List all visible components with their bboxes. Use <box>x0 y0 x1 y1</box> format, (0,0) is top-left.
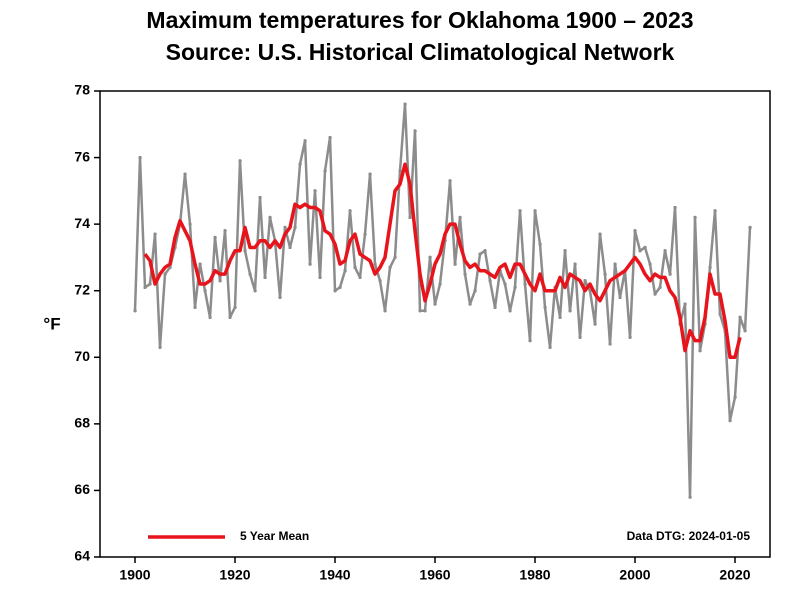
y-tick-label: 64 <box>74 548 90 564</box>
x-tick-label: 1980 <box>519 567 550 583</box>
x-tick-label: 1940 <box>319 567 350 583</box>
x-tick-label: 2000 <box>619 567 650 583</box>
y-tick-label: 66 <box>74 481 90 497</box>
legend-label: 5 Year Mean <box>240 529 309 543</box>
y-axis-label: °F <box>43 314 60 333</box>
chart-subtitle: Source: U.S. Historical Climatological N… <box>166 39 675 65</box>
x-tick-label: 1960 <box>419 567 450 583</box>
x-tick-label: 1920 <box>219 567 250 583</box>
data-line <box>133 102 752 499</box>
y-tick-label: 74 <box>74 215 90 231</box>
x-tick-label: 1900 <box>119 567 150 583</box>
chart-title: Maximum temperatures for Oklahoma 1900 –… <box>146 7 693 33</box>
y-tick-label: 76 <box>74 148 90 164</box>
mean-line <box>143 162 742 360</box>
plot-frame <box>99 90 771 558</box>
annotation: Data DTG: 2024-01-05 <box>627 529 751 543</box>
x-tick-label: 2020 <box>719 567 750 583</box>
y-tick-label: 78 <box>74 82 90 98</box>
y-tick-label: 68 <box>74 415 90 431</box>
y-tick-label: 70 <box>74 348 90 364</box>
y-tick-label: 72 <box>74 281 90 297</box>
